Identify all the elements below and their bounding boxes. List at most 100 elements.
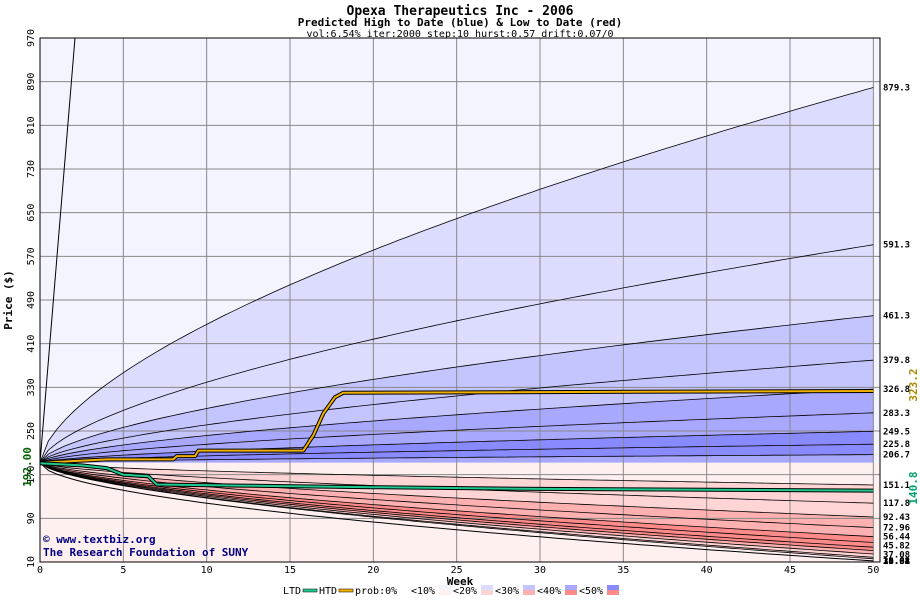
legend-swatch-high xyxy=(439,585,451,590)
y-tick-label: 970 xyxy=(26,29,37,47)
high-quantile-label: 461.3 xyxy=(883,312,910,322)
x-tick-label: 5 xyxy=(120,565,126,576)
low-quantile-line-9 xyxy=(39,462,874,558)
high-quantile-label: 283.3 xyxy=(883,409,910,419)
high-quantile-line-0 xyxy=(39,87,874,463)
low-quantile-line-4 xyxy=(39,462,874,538)
high-quantile-line-2 xyxy=(39,315,874,463)
y-tick-label: 570 xyxy=(26,247,37,265)
legend-swatch-low xyxy=(607,590,619,595)
low-quantile-label: 117.8 xyxy=(883,499,910,509)
extreme-high-line xyxy=(39,37,76,463)
legend-item-label: <30% xyxy=(495,586,519,597)
credit-site: © www.textbiz.org xyxy=(43,533,156,546)
legend-item-label: <10% xyxy=(411,586,435,597)
low-quantile-line-10 xyxy=(39,462,874,560)
y-tick-label: 650 xyxy=(26,204,37,222)
y-tick-label: 410 xyxy=(26,335,37,353)
low-quantile-line-0 xyxy=(39,462,874,486)
legend-swatch-high xyxy=(607,585,619,590)
htd-ltd-paths xyxy=(39,389,874,493)
y-tick-label: 730 xyxy=(26,160,37,178)
y-tick-label: 10 xyxy=(26,556,37,568)
low-quantile-label: 56.44 xyxy=(883,533,911,543)
quantile-end-labels: 879.3 591.3 461.3 379.8 326.8 283.3 249.5 225.8… xyxy=(883,84,911,567)
x-tick-label: 15 xyxy=(284,565,296,576)
low-quantile-label: 37.08 xyxy=(883,551,910,561)
start-price-label: 192.00 xyxy=(21,447,34,487)
low-quantile-label: 15.88 xyxy=(883,557,910,567)
legend-swatch-low xyxy=(565,590,577,595)
high-quantile-label: 225.8 xyxy=(883,440,910,450)
high-quantile-line-8 xyxy=(39,454,874,464)
x-tick-label: 10 xyxy=(201,565,213,576)
low-quantile-label: 151.1 xyxy=(883,481,910,491)
y-tick-label: 170 xyxy=(26,466,37,484)
low-quantile-label: 92.43 xyxy=(883,513,910,523)
low-quantile-label: 45.82 xyxy=(883,542,910,552)
low-quantile-line-8 xyxy=(39,462,874,555)
x-tick-label: 45 xyxy=(784,565,796,576)
x-tick-label: 35 xyxy=(617,565,629,576)
legend-ltd-label: LTD xyxy=(283,586,301,597)
high-quantile-label: 591.3 xyxy=(883,241,910,251)
low-quantile-line-2 xyxy=(39,462,874,518)
low-quantile-line-5 xyxy=(39,462,874,543)
x-tick-label: 50 xyxy=(867,565,879,576)
high-quantile-label: 249.5 xyxy=(883,427,910,437)
chart-title: Opexa Therapeutics Inc - 2006 xyxy=(347,4,574,19)
x-tick-label: 20 xyxy=(367,565,379,576)
low-quantile-label: 24.61 xyxy=(883,557,910,567)
y-tick-label: 330 xyxy=(26,378,37,396)
high-quantile-label: 379.8 xyxy=(883,356,910,366)
x-axis-ticks: 0 5 10 15 20 25 30 35 40 45 50 xyxy=(37,565,879,576)
low-quantile-label: 30.92 xyxy=(883,557,910,567)
low-quantile-line-7 xyxy=(39,462,874,551)
credit-org: The Research Foundation of SUNY xyxy=(43,546,249,559)
y-tick-label: 250 xyxy=(26,422,37,440)
legend-htd-swatch xyxy=(338,588,354,593)
low-quantile-label: 72.96 xyxy=(883,524,910,534)
x-tick-label: 25 xyxy=(451,565,463,576)
chart-params: vol:6.54% iter:2000 step:10 hurst:0.57 d… xyxy=(306,29,613,40)
extreme-low-line xyxy=(39,462,874,562)
legend-swatch-low xyxy=(481,590,493,595)
legend-ltd-swatch xyxy=(302,588,318,593)
high-quantile-line-6 xyxy=(39,430,874,464)
legend-swatch-low xyxy=(523,590,535,595)
htd-final-label: 323.2 xyxy=(907,368,920,401)
legend-swatch-0 xyxy=(397,585,409,595)
x-axis-label: Week xyxy=(447,575,474,588)
legend-swatch-low xyxy=(439,590,451,595)
legend-swatch-high xyxy=(523,585,535,590)
legend-item-label: <40% xyxy=(537,586,561,597)
x-tick-label: 30 xyxy=(534,565,546,576)
y-tick-label: 90 xyxy=(26,512,37,524)
htd-line xyxy=(39,390,874,464)
legend-item-label: <20% xyxy=(453,586,477,597)
legend: LTD HTD prob:0% <10% <20% <30% <40% <50% xyxy=(283,585,619,597)
chart-subtitle: Predicted High to Date (blue) & Low to D… xyxy=(298,16,623,29)
high-quantile-label: 206.7 xyxy=(883,451,910,461)
plot-border xyxy=(39,37,881,563)
y-axis-label: Price ($) xyxy=(2,270,15,330)
quantile-lines xyxy=(39,37,874,562)
high-quantile-line-1 xyxy=(39,244,874,463)
y-tick-label: 490 xyxy=(26,291,37,309)
legend-htd-label: HTD xyxy=(319,586,337,597)
legend-swatch-high xyxy=(481,585,493,590)
legend-prob-label: prob:0% xyxy=(355,586,397,597)
y-tick-label: 810 xyxy=(26,116,37,134)
low-band-3 xyxy=(40,462,874,528)
high-quantile-line-4 xyxy=(39,388,874,464)
plot-frame xyxy=(39,37,881,563)
low-quantile-label: 18.64 xyxy=(883,557,911,567)
legend-swatch-high xyxy=(565,585,577,590)
y-axis-ticks: 10 90 170 250 330 410 490 570 650 730 810 890 970 xyxy=(26,29,37,568)
ltd-final-label: 140.8 xyxy=(907,471,920,504)
high-quantile-label: 879.3 xyxy=(883,84,910,94)
low-quantile-line-6 xyxy=(39,462,874,548)
x-tick-label: 40 xyxy=(701,565,713,576)
y-tick-label: 890 xyxy=(26,73,37,91)
